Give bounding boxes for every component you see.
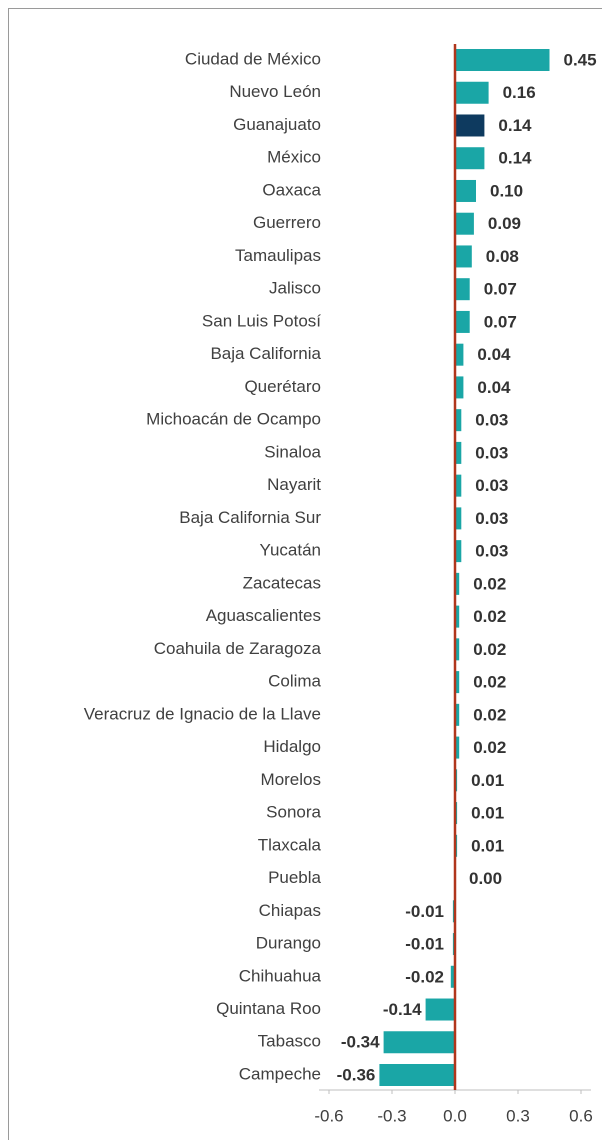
bar	[455, 605, 460, 628]
category-label: Hidalgo	[263, 737, 321, 756]
category-label: Guerrero	[253, 213, 321, 232]
bar	[425, 998, 455, 1021]
category-label: Querétaro	[244, 377, 321, 396]
value-label: 0.07	[484, 312, 517, 331]
category-label: Nayarit	[267, 475, 321, 494]
category-label: Morelos	[261, 770, 321, 789]
value-label: 0.01	[471, 804, 504, 823]
value-label: 0.04	[477, 345, 511, 364]
category-label: Durango	[256, 934, 321, 953]
bar	[455, 441, 462, 464]
category-label: Sinaloa	[264, 442, 321, 461]
value-label: 0.02	[473, 607, 506, 626]
category-label: Aguascalientes	[206, 606, 321, 625]
bar	[455, 638, 460, 661]
category-label: Oaxaca	[262, 180, 321, 199]
bar	[455, 179, 476, 202]
category-label: Guanajuato	[233, 115, 321, 134]
bar	[455, 703, 460, 726]
value-label: 0.00	[469, 869, 502, 888]
value-label: 0.03	[475, 542, 508, 561]
bar	[455, 147, 485, 170]
category-label: Chiapas	[259, 901, 321, 920]
value-label: 0.03	[475, 411, 508, 430]
bar	[455, 474, 462, 497]
category-label: Chihuahua	[239, 966, 322, 985]
bar	[455, 245, 472, 268]
category-label: Michoacán de Ocampo	[146, 410, 321, 429]
value-label: 0.03	[475, 443, 508, 462]
bar	[455, 540, 462, 563]
bar	[455, 81, 489, 104]
category-label: Puebla	[268, 868, 321, 887]
bar	[383, 1031, 455, 1054]
category-label: Sonora	[266, 803, 321, 822]
category-label: Quintana Roo	[216, 999, 321, 1018]
value-label: 0.10	[490, 181, 523, 200]
value-label: 0.07	[484, 280, 517, 299]
x-tick-label: 0.0	[443, 1106, 467, 1125]
value-label: -0.14	[383, 1000, 422, 1019]
chart-frame	[8, 8, 602, 1140]
category-label: Tabasco	[258, 1032, 321, 1051]
category-label: Tamaulipas	[235, 246, 321, 265]
value-label: 0.02	[473, 673, 506, 692]
category-label: Campeche	[239, 1064, 321, 1083]
value-label: -0.36	[337, 1065, 376, 1084]
x-tick-label: 0.3	[506, 1106, 530, 1125]
category-label: San Luis Potosí	[202, 311, 321, 330]
x-tick-label: 0.6	[569, 1106, 593, 1125]
value-label: 0.01	[471, 771, 504, 790]
bar	[455, 343, 464, 366]
category-label: Veracruz de Ignacio de la Llave	[84, 704, 321, 723]
value-label: 0.04	[477, 378, 511, 397]
value-label: 0.45	[564, 50, 597, 69]
bar	[455, 507, 462, 530]
value-label: 0.09	[488, 214, 521, 233]
category-label: Colima	[268, 672, 321, 691]
category-label: Ciudad de México	[185, 49, 321, 68]
bar	[455, 736, 460, 759]
category-label: Yucatán	[260, 541, 321, 560]
category-label: Tlaxcala	[258, 835, 322, 854]
bar	[455, 572, 460, 595]
value-label: -0.34	[341, 1033, 380, 1052]
value-label: 0.14	[498, 116, 532, 135]
value-label: -0.02	[405, 967, 444, 986]
category-label: Baja California	[210, 344, 321, 363]
bar	[455, 671, 460, 694]
bar	[455, 114, 485, 137]
bar	[379, 1064, 455, 1086]
category-label: Baja California Sur	[179, 508, 321, 527]
value-label: 0.02	[473, 640, 506, 659]
value-label: 0.03	[475, 509, 508, 528]
value-label: 0.02	[473, 738, 506, 757]
bar	[455, 278, 470, 301]
category-label: Coahuila de Zaragoza	[154, 639, 322, 658]
category-label: Zacatecas	[243, 573, 321, 592]
bar	[455, 310, 470, 333]
bar	[450, 965, 455, 988]
value-label: 0.02	[473, 574, 506, 593]
bar	[455, 49, 550, 71]
x-tick-label: -0.3	[377, 1106, 406, 1125]
value-label: 0.14	[498, 149, 532, 168]
value-label: -0.01	[405, 902, 444, 921]
category-label: Nuevo León	[229, 82, 321, 101]
value-label: 0.03	[475, 476, 508, 495]
value-label: 0.08	[486, 247, 519, 266]
category-label: México	[267, 148, 321, 167]
x-tick-label: -0.6	[314, 1106, 343, 1125]
value-label: 0.02	[473, 705, 506, 724]
category-label: Jalisco	[269, 279, 321, 298]
bar	[455, 212, 474, 235]
value-label: 0.01	[471, 836, 504, 855]
bar	[455, 376, 464, 399]
value-label: -0.01	[405, 935, 444, 954]
bar	[455, 409, 462, 432]
value-label: 0.16	[503, 83, 536, 102]
